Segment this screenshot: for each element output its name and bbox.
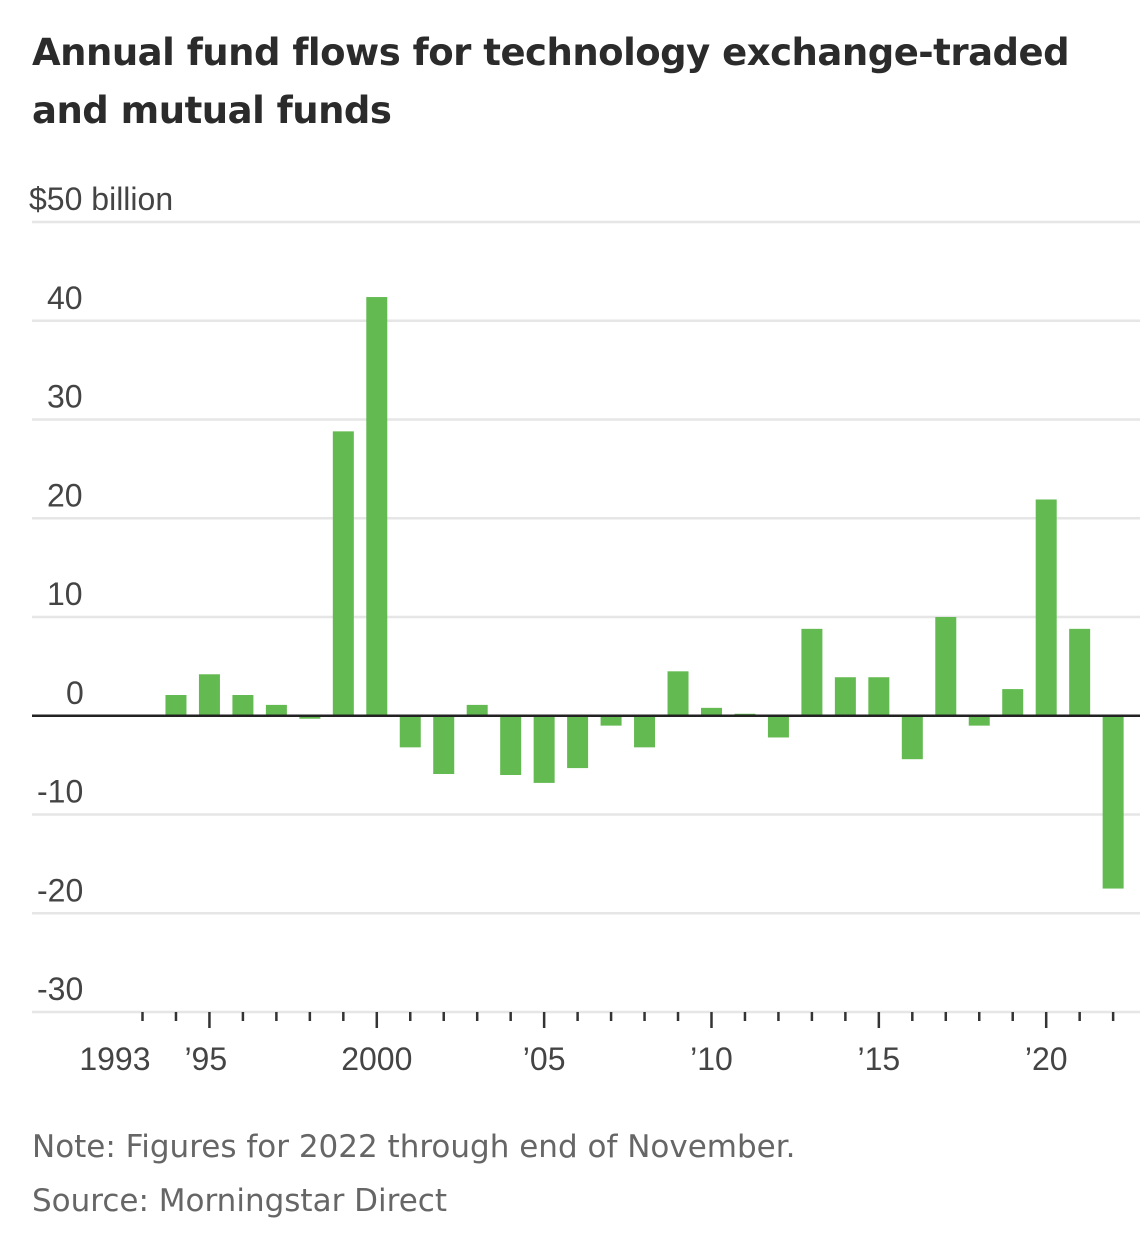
chart-source: Source: Morningstar Direct [32,1183,447,1219]
x-tick-label: ’10 [690,1041,733,1077]
bar-2002 [433,715,455,775]
bar-2003 [466,704,488,716]
bar-2017 [935,617,957,716]
bar-2006 [567,715,589,769]
y-tick-label: -20 [37,872,83,908]
chart-title: Annual fund flows for technology exchang… [32,31,1070,132]
x-tick-label: 1993 [79,1041,150,1077]
y-axis-labels: -30 -20 -10 0 10 20 30 40 $50 billion [29,181,173,1007]
bar-1995 [198,674,220,716]
y-tick-label: 20 [47,477,83,513]
gridlines [32,220,1140,915]
x-tick-label: ’20 [1025,1041,1068,1077]
x-tick-label: ’15 [857,1041,900,1077]
bar-2000 [366,297,388,716]
x-tick-label: ’05 [523,1041,566,1077]
x-tick-label: ’95 [184,1041,227,1077]
bar-1999 [332,431,354,716]
x-tick-label: 2000 [341,1041,412,1077]
bar-2010 [700,707,722,716]
bar-2007 [600,715,622,726]
y-tick-label: 30 [47,379,83,415]
bar-2015 [868,677,890,716]
bar-2009 [667,671,689,716]
bar-2020 [1035,499,1057,716]
bar-2021 [1069,628,1091,716]
bar-2008 [634,715,656,748]
bar-2022 [1102,715,1124,889]
x-axis-ticks [141,1012,1115,1028]
y-tick-label: $50 billion [29,181,173,217]
bar-1996 [232,695,254,716]
y-tick-label: -30 [37,971,83,1007]
bar-2019 [1002,689,1024,716]
bar-1997 [265,704,287,716]
bar-1994 [165,695,187,716]
y-tick-label: 40 [47,280,83,316]
y-tick-label: 0 [66,675,84,711]
bar-2016 [901,715,923,760]
bar-2018 [968,715,990,726]
y-tick-label: 10 [47,576,83,612]
bar-2001 [399,715,421,748]
bar-1998 [299,715,321,719]
bar-2013 [801,628,823,716]
bar-2012 [767,715,789,738]
x-axis-labels: 1993 ’95 2000 ’05 ’10 ’15 ’20 [79,1041,1067,1077]
bar-2005 [533,715,555,783]
y-tick-label: -10 [37,774,83,810]
bar-2004 [500,715,522,775]
bars [165,297,1124,889]
bar-2014 [834,677,856,716]
chart-footnotes: Note: Figures for 2022 through end of No… [32,1120,795,1228]
chart-note: Note: Figures for 2022 through end of No… [32,1129,796,1165]
